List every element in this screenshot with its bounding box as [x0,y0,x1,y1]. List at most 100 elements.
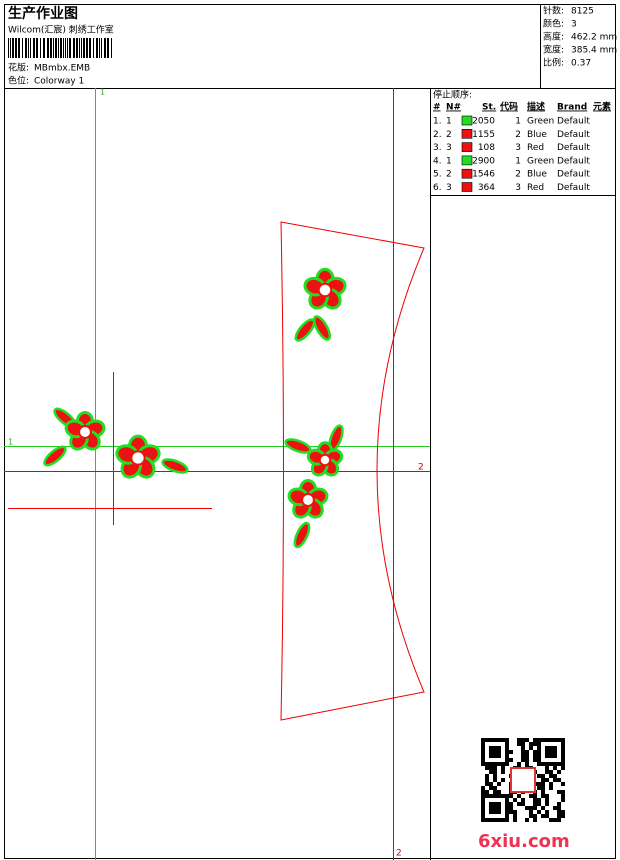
qr-cell [561,766,565,770]
qr-cell [537,810,541,814]
qr-cell [489,766,493,770]
qr-cell [553,750,557,754]
colorway-label: 色位: [8,75,29,87]
qr-cell [561,762,565,766]
qr-cell [557,802,561,806]
bar [69,38,71,58]
qr-cell [485,790,489,794]
qr-cell [505,762,509,766]
qr-cell [537,758,541,762]
qr-cell [541,774,545,778]
qr-cell [489,802,493,806]
qr-cell [493,774,497,778]
row-num: 3 [446,183,452,193]
bar [73,38,75,58]
bar [89,38,91,58]
column-header: # [433,103,441,113]
qr-cell [481,814,485,818]
qr-cell [557,806,561,810]
qr-cell [533,806,537,810]
table-title: 停止顺序: [433,89,472,101]
qr-cell [537,746,541,750]
qr-cell [561,758,565,762]
qr-cell [493,778,497,782]
color-swatch [461,115,473,126]
qr-cell [489,806,493,810]
row-num: 3 [446,143,452,153]
row-index: 6. [433,183,442,193]
qr-cell [541,790,545,794]
qr-cell [509,810,513,814]
qr-cell [497,782,501,786]
qr-cell [497,794,501,798]
row-brand: Default [557,183,590,193]
qr-cell [481,746,485,750]
qr-cell [537,786,541,790]
row-brand: Default [557,130,590,140]
color-swatch [461,168,473,179]
qr-cell [493,806,497,810]
info: 针数: 8125 颜色: 3 高度: 462.2 mm 宽度: 385.4 mm 比例: 0.37 [543,5,617,69]
qr-cell [485,778,489,782]
qr-cell [505,806,509,810]
qr-cell [525,754,529,758]
qr-cell [493,770,497,774]
qr-cell [545,802,549,806]
qr-cell [493,750,497,754]
qr-cell [529,742,533,746]
qr-cell [481,806,485,810]
qr-cell [557,810,561,814]
qr-cell [533,742,537,746]
leaf [293,521,311,549]
bar [63,38,64,58]
qr-cell [493,794,497,798]
embroidery [43,267,347,549]
qr-cell [481,802,485,806]
qr-cell [489,746,493,750]
qr-cell [557,770,561,774]
qr-cell [525,758,529,762]
row-brand: Default [557,117,590,127]
qr-cell [541,806,545,810]
bar [40,38,41,58]
qr-cell [501,794,505,798]
color-swatch [461,129,473,139]
marker: 1 [100,88,105,97]
qr-cell [545,810,549,814]
qr-cell [545,754,549,758]
qr-cell [525,738,529,742]
row-code: 2 [515,130,521,140]
qr-cell [541,782,545,786]
design: MBmbx.EMB [34,64,90,74]
info-label: 颜色: [543,18,564,30]
row-num: 2 [446,170,452,180]
hoop-outline [280,221,425,721]
qr-cell [485,782,489,786]
row-brand: Default [557,156,590,166]
qr-cell [553,766,557,770]
row-num: 1 [446,156,452,166]
outer-frame [4,4,616,859]
row-stitches: 2050 [472,117,495,127]
qr-cell [545,814,549,818]
qr-cell [481,742,485,746]
qr-cell [541,794,545,798]
row-desc: Blue [527,170,547,180]
bar [8,38,9,58]
info-value: 8125 [571,7,594,17]
qr-cell [553,738,557,742]
qr-cell [481,790,485,794]
qr-cell [485,794,489,798]
bar [79,38,80,58]
info-value: 462.2 mm [571,33,617,43]
qr-cell [505,758,509,762]
row-code: 1 [515,117,521,127]
row-stitches: 364 [478,183,495,193]
qr-cell [513,818,517,822]
qr-cell [529,746,533,750]
qr-cell [537,774,541,778]
column-header: N# [446,103,461,113]
column-header: Brand [557,103,587,113]
row-code: 3 [515,143,521,153]
qr-cell [549,818,553,822]
